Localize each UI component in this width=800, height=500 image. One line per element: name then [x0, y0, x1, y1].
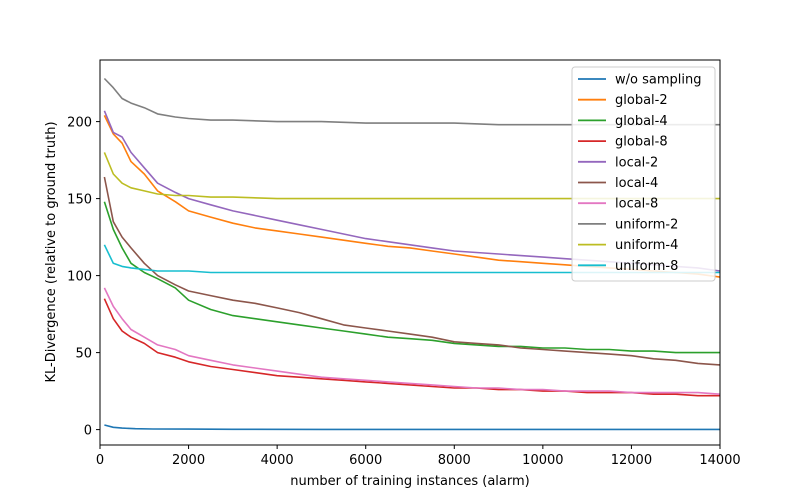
x-tick-label: 4000	[261, 453, 294, 468]
y-tick-label: 0	[84, 424, 92, 439]
series-line-local-8	[103, 287, 721, 395]
axes	[99, 59, 721, 446]
x-tick-label: 0	[96, 453, 104, 468]
legend: w/o sampling global-2 global-4 global-8 loca…	[571, 66, 716, 282]
legend-label: global-8	[615, 135, 668, 150]
legend-label: local-2	[615, 155, 658, 170]
legend-label: global-2	[615, 93, 668, 108]
x-tick-label: 2000	[172, 453, 205, 468]
series-line-local-4	[103, 176, 721, 366]
series-line-global-8	[103, 298, 720, 397]
y-axis-ticks: 0 50 100 150 200	[67, 116, 100, 439]
series-line-w-o-sampling	[104, 424, 720, 431]
legend-label: global-4	[615, 114, 668, 129]
y-tick-label: 50	[75, 347, 92, 362]
y-tick-label: 150	[67, 193, 92, 208]
legend-label: local-4	[615, 176, 658, 191]
legend-label: local-8	[615, 197, 658, 212]
series-line-global-4	[103, 201, 720, 354]
x-tick-label: 12000	[611, 453, 652, 468]
x-tick-label: 10000	[522, 453, 563, 468]
y-axis-label: KL-Divergence (relative to ground truth)	[44, 121, 59, 382]
x-axis-label: number of training instances (alarm)	[290, 474, 529, 489]
legend-label: uniform-4	[615, 238, 678, 253]
legend-label: uniform-8	[615, 259, 678, 274]
legend-label: uniform-2	[615, 217, 678, 232]
x-tick-label: 6000	[349, 453, 382, 468]
x-tick-label: 14000	[699, 453, 740, 468]
y-tick-label: 100	[67, 270, 92, 285]
legend-label: w/o sampling	[615, 73, 701, 88]
plot-frame	[99, 59, 721, 446]
x-tick-label: 8000	[438, 453, 471, 468]
x-axis-ticks: 0 2000 4000 6000 8000 10000 12000 14000	[96, 445, 741, 468]
legend-frame	[571, 66, 716, 282]
y-tick-label: 200	[67, 116, 92, 131]
